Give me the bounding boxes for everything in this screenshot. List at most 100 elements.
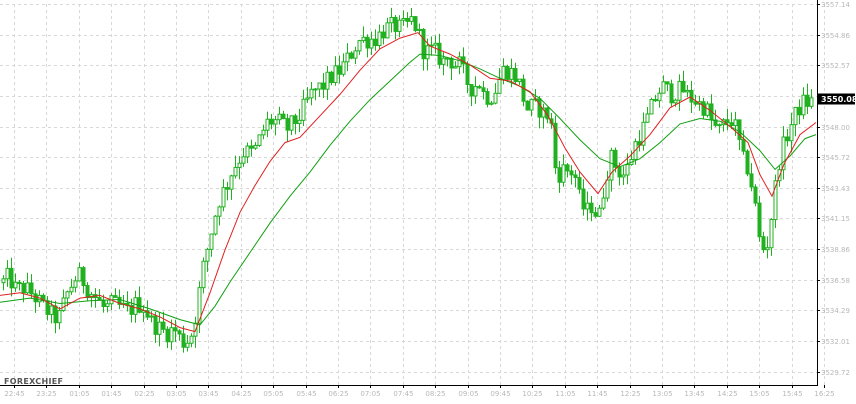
candle-body [689, 89, 694, 103]
candle-body [349, 52, 354, 59]
candle-body [681, 80, 686, 93]
candle-body [701, 101, 706, 116]
candle-body [757, 202, 762, 238]
candle-body [313, 88, 318, 91]
candle-body [25, 282, 30, 294]
candle-body [601, 197, 606, 209]
candle-body [489, 102, 494, 105]
y-tick-label: 3545.72 [821, 154, 850, 162]
x-tick-label: 05:05 [263, 390, 283, 398]
candle-body [57, 310, 62, 324]
candle-body [245, 145, 250, 158]
candle-body [301, 98, 306, 121]
candle-body [325, 71, 330, 90]
candle-body [81, 267, 86, 287]
candle-body [377, 31, 382, 46]
candle-body [9, 267, 14, 289]
candle-body [421, 28, 426, 60]
candle-body [781, 136, 786, 171]
candle-body [597, 207, 602, 217]
candle-body [613, 149, 618, 168]
candle-body [297, 119, 302, 124]
x-tick-label: 22:45 [4, 390, 24, 398]
candle-body [217, 206, 222, 217]
candle-body [253, 144, 258, 149]
candle-body [381, 31, 386, 39]
y-tick-label: 3552.57 [821, 62, 850, 70]
candle-body [33, 293, 38, 303]
candle-body [497, 78, 502, 94]
axes-layer [0, 0, 825, 388]
x-tick-label: 09:05 [458, 390, 478, 398]
candle-body [221, 187, 226, 208]
candle-body [649, 98, 654, 115]
candle-body [165, 328, 170, 343]
y-tick-label: 3548.00 [821, 124, 850, 132]
candle-body [693, 101, 698, 105]
candle-body [225, 187, 230, 190]
candle-body [553, 122, 558, 169]
candle-body [373, 38, 378, 46]
candle-body [669, 83, 674, 104]
candle-body [173, 327, 178, 332]
candle-body [717, 124, 722, 127]
candle-body [673, 99, 678, 104]
y-tick-label: 3554.86 [821, 32, 850, 40]
candle-body [469, 84, 474, 97]
candle-body [605, 179, 610, 199]
candle-body [509, 68, 514, 80]
candle-body [437, 42, 442, 65]
candle-body [729, 122, 734, 127]
candle-body [341, 61, 346, 75]
candle-body [177, 330, 182, 335]
candle-body [761, 236, 766, 251]
candle-body [29, 282, 34, 295]
x-tick-label: 07:05 [360, 390, 380, 398]
x-tick-label: 01:05 [69, 390, 89, 398]
candle-body [305, 97, 310, 100]
y-tick-label: 3543.43 [821, 185, 850, 193]
moving-averages-layer [0, 32, 817, 333]
candle-body [445, 57, 450, 60]
candle-body [205, 248, 210, 262]
candle-body [353, 50, 358, 59]
candle-body [593, 212, 598, 217]
candle-body [749, 173, 754, 188]
candle-body [1, 278, 6, 284]
candle-body [625, 164, 630, 176]
candle-body [133, 297, 138, 315]
candle-body [73, 280, 78, 288]
tick-labels-layer: 3557.143554.863552.573550.293548.003545.… [4, 1, 856, 398]
candle-body [753, 186, 758, 204]
candle-body [685, 89, 690, 93]
candle-body [333, 65, 338, 84]
candle-body [641, 121, 646, 146]
candle-body [569, 170, 574, 176]
candle-body [105, 303, 110, 307]
candle-body [145, 310, 150, 318]
candle-body [589, 202, 594, 214]
y-tick-label: 3541.15 [821, 215, 850, 223]
candle-body [369, 38, 374, 49]
candle-body [249, 145, 254, 149]
candle-body [513, 68, 518, 83]
candle-body [677, 80, 682, 101]
candle-body [805, 94, 810, 107]
x-tick-label: 11:45 [587, 390, 607, 398]
candle-body [233, 166, 238, 177]
candle-body [337, 65, 342, 75]
candle-body [201, 260, 206, 289]
x-tick-label: 03:05 [166, 390, 186, 398]
candle-body [465, 63, 470, 86]
candle-body [169, 327, 174, 343]
candle-body [557, 167, 562, 183]
candle-body [365, 36, 370, 49]
moving-average-fast-line [0, 32, 817, 333]
candle-body [609, 149, 614, 181]
candle-body [617, 166, 622, 178]
candle-body [293, 115, 298, 124]
candle-body [149, 315, 154, 318]
candle-body [241, 156, 246, 164]
x-tick-label: 08:25 [425, 390, 445, 398]
